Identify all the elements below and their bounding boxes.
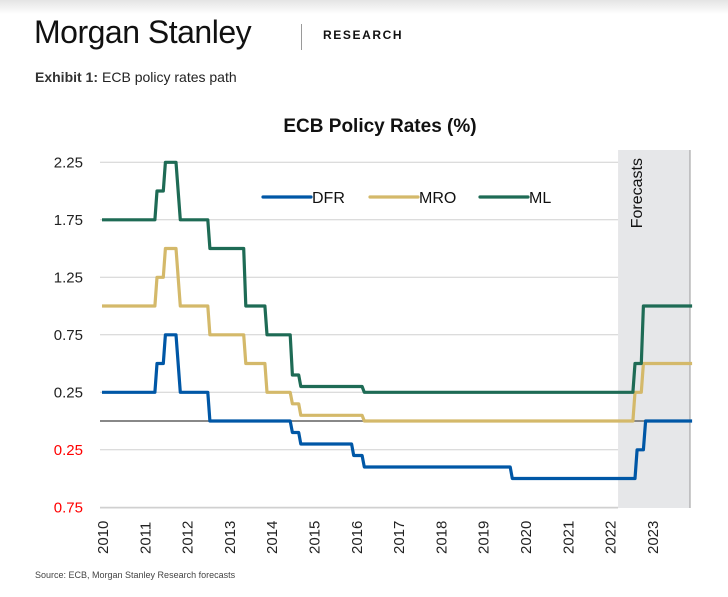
grid-layer xyxy=(100,161,690,509)
x-tick-label: 2018 xyxy=(433,521,450,554)
y-tick-label: 0.75 xyxy=(54,499,83,516)
y-tick-label: 0.25 xyxy=(54,384,83,401)
series-line-mro xyxy=(102,246,693,423)
series-layer xyxy=(102,160,693,481)
y-tick-label: 2.25 xyxy=(54,154,83,171)
x-tick-label: 2020 xyxy=(518,521,535,554)
exhibit-caption: Exhibit 1: ECB policy rates path xyxy=(35,69,237,85)
exhibit-title: ECB policy rates path xyxy=(102,69,237,85)
x-tick-label: 2022 xyxy=(603,521,620,554)
axis-layer: 2.25 1.75 1.25 0.75 0.25 0.25 0.75 2010 2011 2012… xyxy=(54,154,662,554)
legend-label-dfr: DFR xyxy=(312,190,345,207)
forecast-label: Forecasts xyxy=(629,158,646,228)
background-layer: Forecasts xyxy=(618,150,691,508)
chart-title: ECB Policy Rates (%) xyxy=(283,116,476,137)
x-tick-label: 2017 xyxy=(391,521,408,554)
x-tick-label: 2014 xyxy=(264,521,281,554)
exhibit-label: Exhibit 1: xyxy=(35,69,99,85)
x-tick-label: 2013 xyxy=(222,521,239,554)
y-tick-label: 0.25 xyxy=(54,442,83,459)
x-tick-label: 2010 xyxy=(95,521,112,554)
header-divider xyxy=(301,24,302,50)
x-tick-label: 2016 xyxy=(349,521,366,554)
top-gradient-bar xyxy=(0,0,728,14)
source-note: Source: ECB, Morgan Stanley Research for… xyxy=(35,570,236,580)
legend-label-ml: ML xyxy=(529,190,551,207)
x-tick-label: 2012 xyxy=(180,521,197,554)
series-line-dfr xyxy=(102,333,693,481)
x-tick-label: 2021 xyxy=(560,521,577,554)
series-line-ml xyxy=(102,160,693,394)
section-label: RESEARCH xyxy=(323,28,404,42)
y-tick-label: 1.25 xyxy=(54,269,83,286)
x-tick-label: 2019 xyxy=(476,521,493,554)
legend: DFR MRO ML xyxy=(261,190,551,207)
y-tick-label: 0.75 xyxy=(54,327,83,344)
x-tick-label: 2023 xyxy=(645,521,662,554)
brand-logo: Morgan Stanley xyxy=(34,14,252,50)
x-tick-label: 2015 xyxy=(307,521,324,554)
legend-label-mro: MRO xyxy=(419,190,456,207)
forecast-band xyxy=(618,150,690,508)
x-tick-label: 2011 xyxy=(137,522,154,554)
y-tick-label: 1.75 xyxy=(54,212,83,229)
